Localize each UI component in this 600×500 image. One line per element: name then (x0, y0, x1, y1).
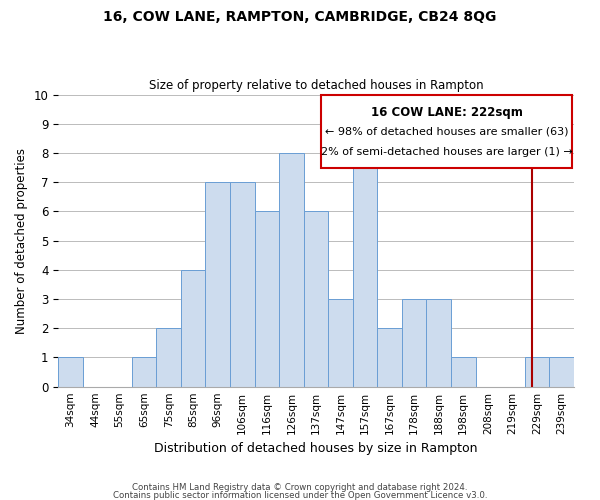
FancyBboxPatch shape (321, 94, 572, 168)
Bar (377, 328, 402, 386)
Text: ← 98% of detached houses are smaller (63): ← 98% of detached houses are smaller (63… (325, 126, 568, 136)
Text: Contains public sector information licensed under the Open Government Licence v3: Contains public sector information licen… (113, 490, 487, 500)
Text: 2% of semi-detached houses are larger (1) →: 2% of semi-detached houses are larger (1… (321, 146, 572, 156)
Bar (427, 299, 451, 386)
Bar (451, 358, 476, 386)
Bar (254, 212, 279, 386)
Bar (328, 299, 353, 386)
Text: Contains HM Land Registry data © Crown copyright and database right 2024.: Contains HM Land Registry data © Crown c… (132, 484, 468, 492)
Bar (304, 212, 328, 386)
Bar (524, 358, 549, 386)
Bar (402, 299, 427, 386)
Bar (58, 358, 83, 386)
Bar (549, 358, 574, 386)
Title: Size of property relative to detached houses in Rampton: Size of property relative to detached ho… (149, 79, 483, 92)
Bar (279, 153, 304, 386)
Bar (157, 328, 181, 386)
Bar (205, 182, 230, 386)
Text: 16, COW LANE, RAMPTON, CAMBRIDGE, CB24 8QG: 16, COW LANE, RAMPTON, CAMBRIDGE, CB24 8… (103, 10, 497, 24)
Bar (181, 270, 205, 386)
Text: 16 COW LANE: 222sqm: 16 COW LANE: 222sqm (371, 106, 523, 118)
Bar (353, 153, 377, 386)
Y-axis label: Number of detached properties: Number of detached properties (15, 148, 28, 334)
Bar (230, 182, 254, 386)
Bar (132, 358, 157, 386)
X-axis label: Distribution of detached houses by size in Rampton: Distribution of detached houses by size … (154, 442, 478, 455)
